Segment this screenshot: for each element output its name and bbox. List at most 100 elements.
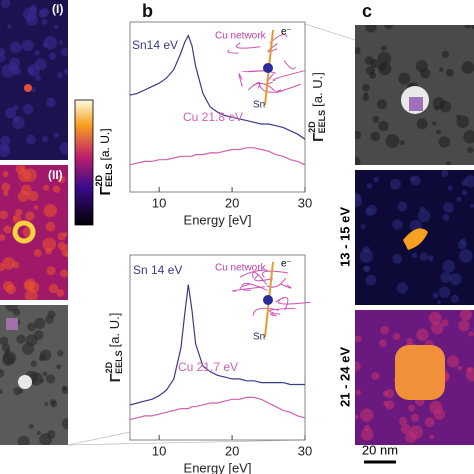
feature (24, 84, 32, 92)
texture-dot (12, 116, 25, 129)
y-axis-label: Γ2DEELS [a. U.] (307, 72, 327, 142)
texture-dot (459, 310, 473, 321)
texture-dot (41, 18, 48, 25)
colorbar (74, 99, 94, 226)
texture-dot (432, 97, 445, 110)
texture-dot (458, 320, 470, 332)
texture-dot (441, 319, 449, 327)
texture-dot (432, 121, 437, 126)
texture-dot (45, 221, 56, 232)
texture-dot (355, 335, 362, 343)
texture-dot (17, 435, 30, 445)
texture-dot (39, 349, 52, 361)
texture-dot (377, 51, 392, 66)
texture-dot (360, 224, 366, 230)
image-label: (I) (52, 2, 63, 16)
texture-dot (450, 294, 460, 303)
tin-particle (263, 295, 273, 305)
inset-label: Sn (253, 332, 265, 343)
network-strand (252, 82, 276, 92)
texture-dot (59, 141, 68, 155)
network-strand (247, 81, 261, 91)
texture-dot (468, 331, 474, 337)
marker (409, 97, 423, 111)
inset-label: e⁻ (281, 27, 292, 38)
texture-dot (390, 178, 401, 190)
texture-dot (33, 249, 42, 258)
texture-dot (5, 348, 11, 354)
texture-dot (371, 371, 380, 381)
inset: Cu network e⁻ Sn (215, 27, 305, 111)
texture-dot (465, 367, 474, 382)
texture-dot (442, 259, 456, 273)
texture-dot (463, 130, 474, 144)
texture (0, 0, 474, 445)
network-strand (280, 283, 292, 289)
texture-dot (369, 72, 376, 79)
feature (395, 345, 445, 400)
network-strand (272, 70, 305, 81)
network-strand (275, 297, 289, 311)
texture-dot (366, 204, 377, 216)
texture-dot (58, 40, 64, 45)
y-axis-label: Γ2DEELS [a. U.] (104, 313, 124, 383)
texture-dot (438, 286, 451, 298)
texture-dot (3, 190, 9, 197)
feature (12, 220, 36, 244)
texture-dot (43, 203, 57, 218)
texture-dot (54, 24, 59, 30)
feature (18, 375, 32, 389)
texture-dot (435, 129, 441, 135)
network-strand (277, 296, 311, 305)
texture-dot (441, 170, 449, 178)
texture-dot (34, 317, 46, 330)
texture-dot (436, 300, 442, 305)
texture-dot (64, 251, 68, 257)
panel-label: c (362, 1, 372, 21)
texture-dot (366, 182, 373, 189)
texture-dot (355, 389, 362, 395)
texture-dot (48, 52, 57, 61)
texture-dot (355, 361, 361, 371)
texture-dot (30, 360, 37, 367)
texture-dot (5, 284, 16, 295)
texture-dot (13, 215, 18, 220)
label-part: [a. U.] (98, 128, 112, 160)
texture-dot (52, 185, 61, 193)
texture-dot (16, 334, 26, 344)
texture-dot (362, 94, 369, 101)
x-axis-label: Energy [eV] (184, 460, 252, 474)
texture-dot (2, 257, 15, 270)
texture-dot (399, 140, 405, 146)
x-tick-label: 30 (298, 195, 312, 210)
texture-dot (13, 104, 19, 111)
texture-dot (359, 249, 374, 263)
texture-dot (442, 213, 450, 221)
texture-dot (0, 336, 9, 346)
texture-dot (372, 115, 380, 123)
x-tick-label: 10 (152, 443, 166, 458)
texture-dot (355, 47, 361, 55)
texture-dot (1, 182, 11, 192)
texture-dot (57, 241, 66, 250)
network-strand (238, 73, 243, 88)
plot-frame (129, 21, 306, 193)
texture-dot (355, 156, 361, 165)
texture-dot (0, 368, 5, 378)
texture-dot (427, 255, 434, 262)
label-part: [a. U.] (107, 313, 122, 348)
tin-particle (263, 63, 273, 73)
inset-label: e⁻ (281, 259, 292, 270)
network-strand (266, 277, 287, 288)
label-part: 2D (104, 361, 114, 373)
texture-dot (406, 337, 413, 345)
texture-dot (3, 225, 12, 234)
network-strand (262, 270, 289, 278)
inset-label: Cu network (215, 263, 267, 274)
texture-dot (360, 427, 374, 441)
texture-dot (7, 24, 12, 29)
marker (6, 318, 18, 330)
texture-dot (396, 282, 408, 294)
texture-dot (0, 0, 11, 9)
texture-dot (398, 72, 411, 85)
